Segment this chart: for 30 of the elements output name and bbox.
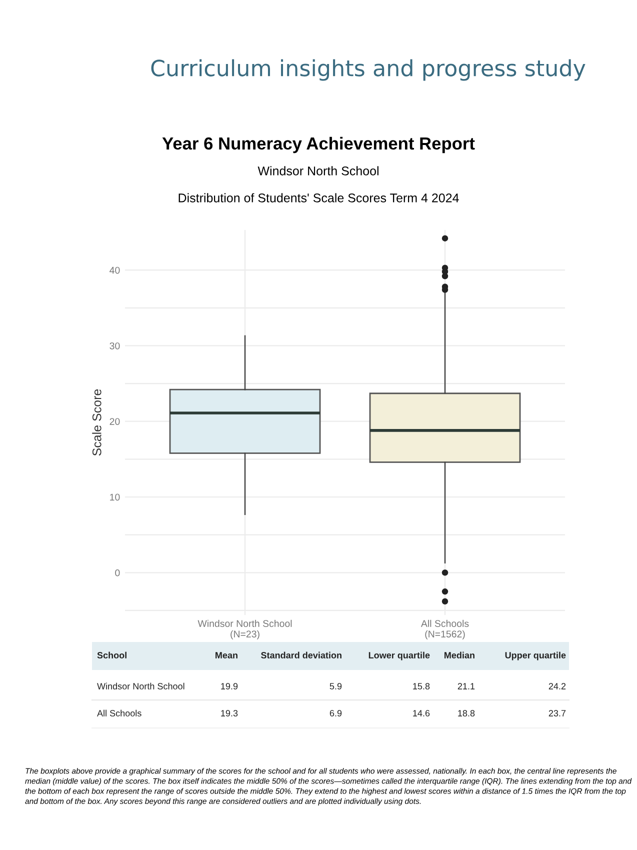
- text: Standard deviation: [261, 652, 342, 658]
- y-tick-label: 10: [110, 494, 120, 501]
- text: Mean: [216, 652, 238, 658]
- text: Upper quartile: [505, 652, 566, 660]
- x-tick-label: All Schools (N=1562): [420, 620, 469, 640]
- text: Lower quartile: [368, 652, 430, 660]
- text: 21.1: [458, 683, 475, 690]
- chart-title: Year 6 Numeracy Achievement Report: [162, 136, 475, 154]
- text: Median: [444, 652, 474, 658]
- text: 23.7: [548, 710, 566, 716]
- text: 18.8: [458, 710, 475, 716]
- text: 15.8: [413, 683, 430, 690]
- x-tick-label: Windsor North School (N=23): [198, 620, 292, 640]
- y-tick-label: 0: [115, 569, 120, 576]
- chart-subtitle: Windsor North School: [258, 166, 378, 176]
- text: Distribution of Students' Scale Scores Term 4 2024: [178, 193, 459, 202]
- y-tick-label: 20: [110, 418, 120, 425]
- y-axis-title: Scale Score: [92, 389, 102, 456]
- text: 14.6: [413, 710, 430, 716]
- y-tick-label: 30: [110, 342, 120, 350]
- text: Curriculum insights and progress study: [151, 59, 586, 81]
- text: School: [97, 652, 126, 658]
- text: 19.9: [221, 683, 238, 690]
- text: 6.9: [330, 710, 342, 716]
- text: 24.2: [548, 683, 566, 690]
- text: 19.3: [221, 710, 238, 716]
- text: 5.9: [330, 683, 342, 690]
- text: Windsor North School: [97, 682, 184, 690]
- text: All Schools: [97, 710, 142, 716]
- y-tick-label: 40: [110, 266, 120, 274]
